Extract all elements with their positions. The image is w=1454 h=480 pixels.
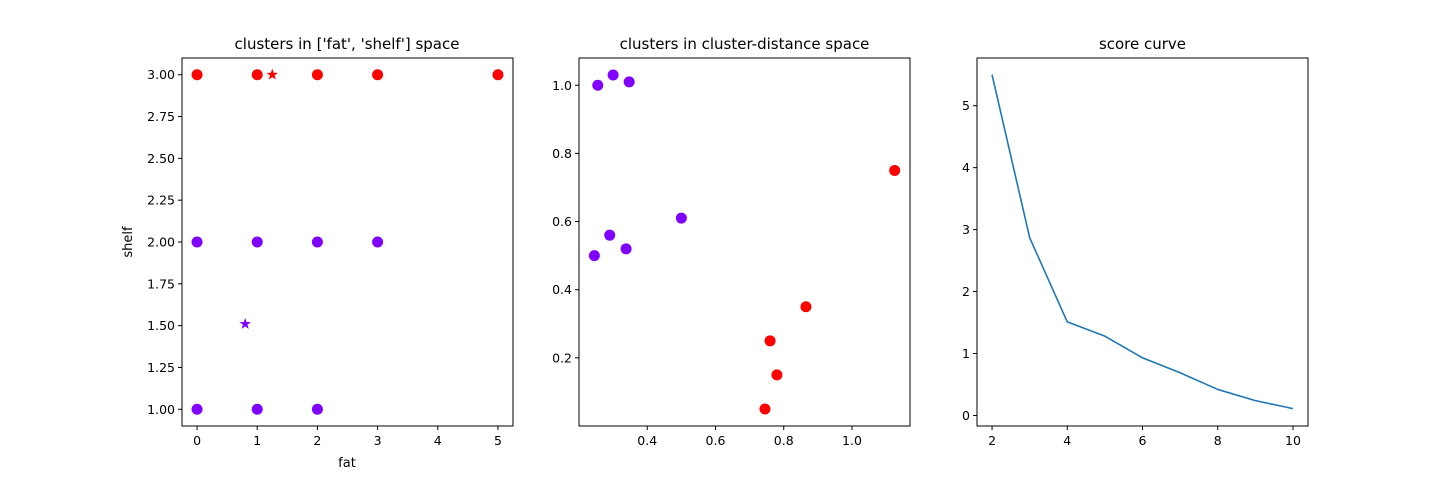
x-tick-label: 2 [988,433,996,448]
y-tick-label: 4 [962,160,970,175]
series-line [991,74,1294,410]
y-tick-label: 2.75 [147,109,175,124]
data-point [759,403,771,415]
data-point [191,69,203,81]
data-point [604,229,616,241]
data-point [620,243,632,255]
axes-frame [976,57,1309,427]
axes-frame [181,57,514,427]
data-point [372,236,384,248]
data-point [588,250,600,262]
data-point [251,403,263,415]
data-point [311,403,323,415]
y-axis-label: shelf [121,226,136,258]
data-point [771,369,783,381]
y-tick-label: 2.50 [147,151,175,166]
data-point [311,236,323,248]
data-point [311,69,323,81]
x-tick-label: 1.0 [842,433,862,448]
y-tick-label: 0 [962,408,970,423]
x-tick-label: 5 [494,433,502,448]
x-tick-label: 0.6 [706,433,726,448]
x-tick-label: 8 [1214,433,1222,448]
x-tick-label: 0 [193,433,201,448]
centroid-star [266,68,278,80]
data-point [191,236,203,248]
y-tick-label: 0.2 [552,350,572,365]
y-tick-label: 1.0 [552,78,572,93]
plot-title: clusters in ['fat', 'shelf'] space [235,35,460,53]
y-tick-label: 3.00 [147,67,175,82]
data-point [889,164,901,176]
y-tick-label: 1 [962,346,970,361]
plot-title: clusters in cluster-distance space [620,35,870,53]
y-tick-label: 0.4 [552,282,572,297]
x-tick-label: 2 [313,433,321,448]
x-axis-label: fat [338,456,356,471]
x-tick-label: 6 [1139,433,1147,448]
data-point [592,79,604,91]
y-tick-label: 1.00 [147,402,175,417]
y-tick-label: 5 [962,98,970,113]
x-tick-label: 0.4 [637,433,657,448]
data-point [623,76,635,88]
y-tick-label: 2 [962,284,970,299]
scatter-plot-cluster-distance: clusters in cluster-distance space 0.4 0.… [552,35,911,448]
x-tick-label: 10 [1285,433,1301,448]
line-plot-score-curve: score curve 2 4 6 8 10 0 1 2 3 4 5 [962,35,1309,448]
x-tick-label: 4 [1063,433,1071,448]
data-point [191,403,203,415]
scatter-plot-fat-shelf: clusters in ['fat', 'shelf'] space fat s… [121,35,514,471]
y-tick-label: 1.25 [147,360,175,375]
y-tick-label: 1.50 [147,318,175,333]
y-tick-label: 1.75 [147,276,175,291]
data-point [251,236,263,248]
data-point [764,335,776,347]
x-tick-label: 4 [434,433,442,448]
x-tick-label: 1 [253,433,261,448]
y-tick-label: 0.8 [552,146,572,161]
x-tick-label: 3 [374,433,382,448]
data-point [492,69,504,81]
plot-title: score curve [1099,35,1186,53]
data-point [800,301,812,313]
data-point [607,69,619,81]
y-tick-label: 0.6 [552,214,572,229]
y-tick-label: 2.25 [147,193,175,208]
centroid-star [239,317,251,329]
data-point [675,212,687,224]
y-tick-label: 3 [962,222,970,237]
axes-frame [578,57,911,427]
data-point [251,69,263,81]
x-tick-label: 0.8 [774,433,794,448]
y-tick-label: 2.00 [147,235,175,250]
data-point [372,69,384,81]
